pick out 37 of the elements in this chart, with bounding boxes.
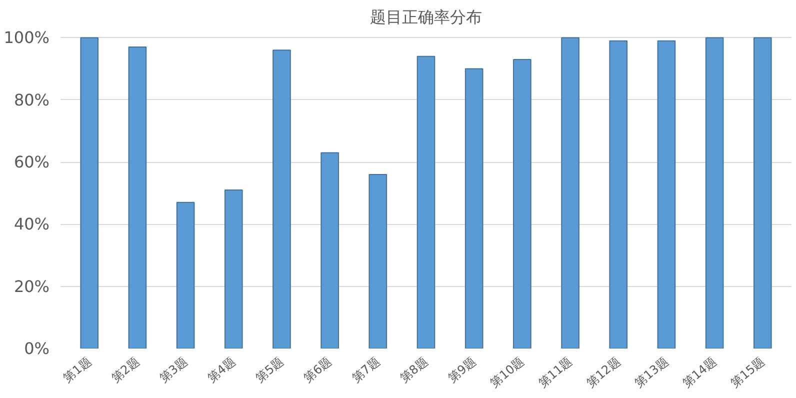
y-tick-label: 60% <box>14 152 50 172</box>
bar <box>128 46 147 348</box>
y-tick-label: 80% <box>14 90 50 110</box>
bar <box>464 68 484 348</box>
y-tick-label: 0% <box>24 339 50 358</box>
x-tick-label: 第11题 <box>536 354 575 390</box>
bar <box>224 190 243 348</box>
bar <box>368 174 388 348</box>
y-tick-label: 40% <box>14 214 50 234</box>
x-tick-label: 第6题 <box>301 354 334 386</box>
bar <box>416 56 436 348</box>
bar <box>272 50 291 348</box>
x-tick-label: 第1题 <box>60 354 94 386</box>
x-tick-label: 第12题 <box>584 354 623 390</box>
x-tick-label: 第7题 <box>349 354 382 386</box>
x-tick-label: 第15题 <box>728 354 768 390</box>
x-tick-label: 第14题 <box>680 354 720 390</box>
bar <box>176 202 195 348</box>
bar <box>657 40 676 348</box>
bar <box>753 37 772 348</box>
x-tick-label: 第8题 <box>397 354 431 386</box>
bar <box>705 37 724 348</box>
bar <box>609 40 628 348</box>
x-tick-label: 第5题 <box>253 354 286 386</box>
y-tick-label: 100% <box>4 28 50 48</box>
x-tick-label: 第4题 <box>204 354 238 386</box>
x-tick-label: 第10题 <box>488 354 527 390</box>
x-tick-label: 第2题 <box>108 354 142 386</box>
bar <box>320 152 339 348</box>
x-tick-label: 第3题 <box>156 354 190 386</box>
bar <box>80 37 99 348</box>
y-tick-label: 20% <box>14 276 50 296</box>
bar <box>513 58 532 348</box>
x-tick-label: 第13题 <box>632 354 671 390</box>
chart-title: 题目正确率分布 <box>370 8 482 26</box>
bar <box>561 37 580 348</box>
x-tick-label: 第9题 <box>445 354 479 386</box>
